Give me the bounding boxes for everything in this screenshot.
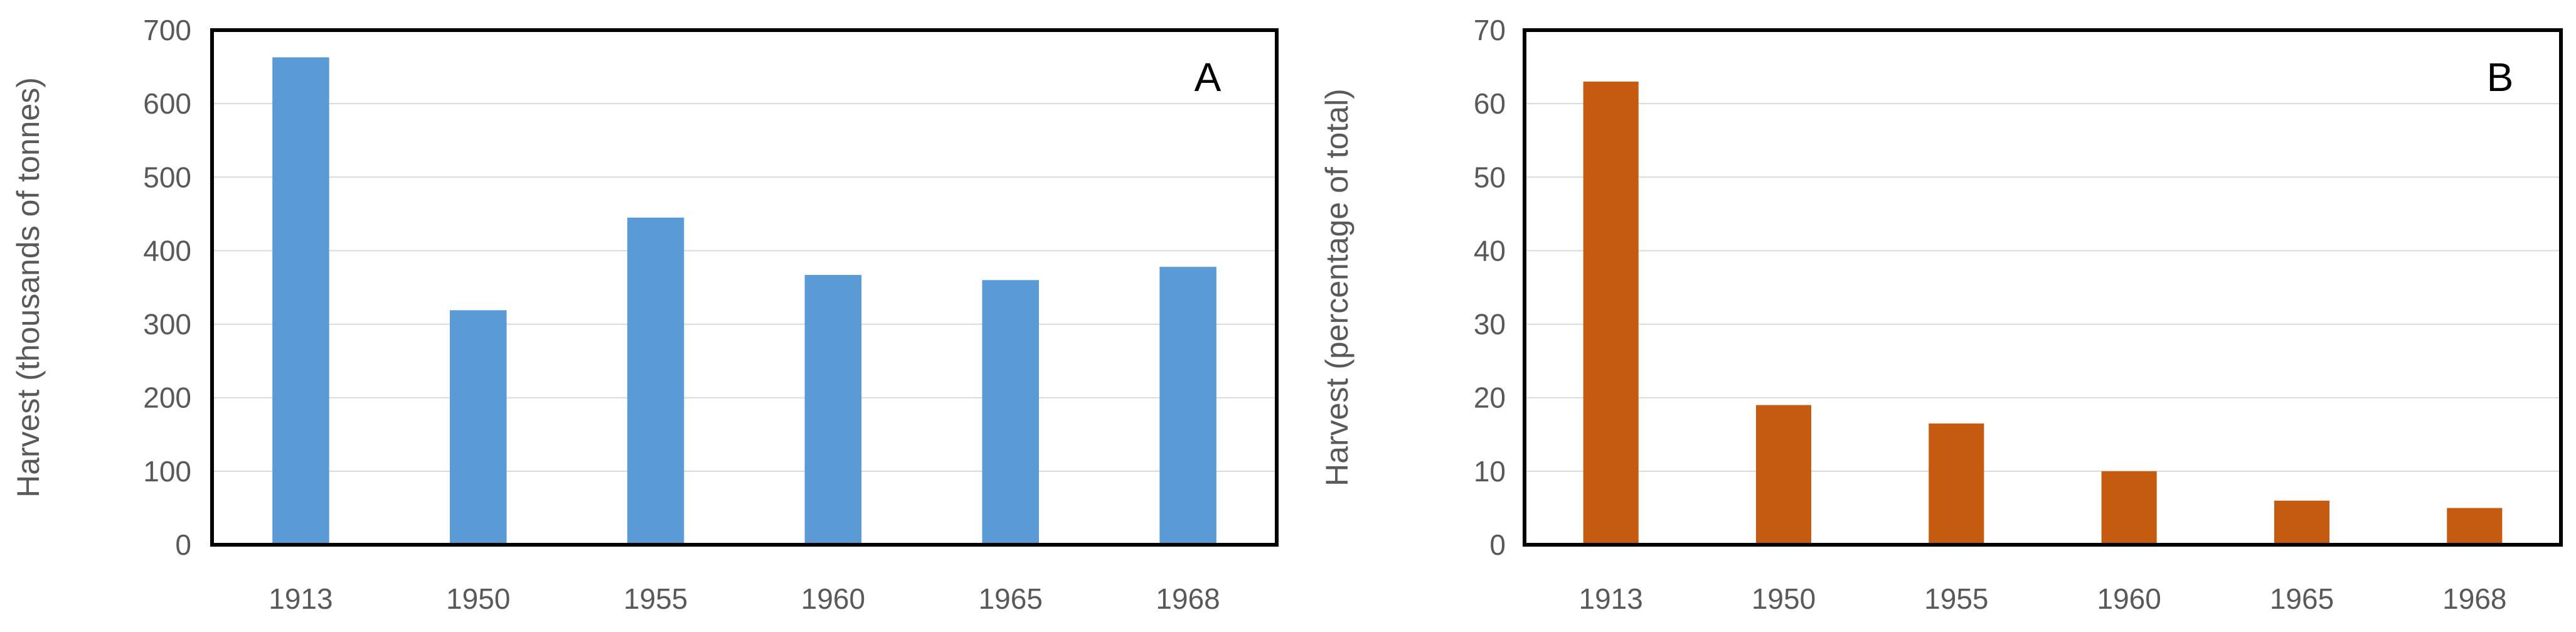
y-tick-label: 300 — [143, 308, 191, 341]
x-tick-label: 1913 — [1578, 582, 1642, 615]
bar-1960 — [804, 275, 862, 545]
bar-1950 — [1755, 405, 1812, 545]
x-tick-label: 1955 — [624, 582, 688, 615]
x-tick-label: 1968 — [2442, 582, 2506, 615]
panel-label: B — [2487, 55, 2514, 100]
y-tick-label: 700 — [143, 14, 191, 46]
plot-area-border — [210, 28, 1279, 547]
bar-1968 — [2447, 508, 2503, 545]
x-tick-label: 1955 — [1924, 582, 1988, 615]
bar-1965 — [982, 280, 1040, 545]
x-tick-label: 1950 — [446, 582, 510, 615]
y-tick-label: 0 — [1489, 528, 1506, 561]
y-tick-label: 100 — [143, 455, 191, 488]
y-tick-label: 0 — [175, 528, 191, 561]
y-tick-label: 50 — [1474, 161, 1506, 193]
x-tick-label: 1913 — [269, 582, 333, 615]
y-axis-label: Harvest (thousands of tonnes) — [11, 77, 46, 498]
plot-area-border — [1523, 28, 2563, 547]
bar-1965 — [2274, 500, 2330, 545]
y-tick-label: 20 — [1474, 382, 1506, 414]
bar-1960 — [2101, 471, 2157, 545]
x-tick-label: 1960 — [801, 582, 865, 615]
x-tick-label: 1960 — [2097, 582, 2161, 615]
y-tick-label: 200 — [143, 382, 191, 414]
x-tick-label: 1968 — [1156, 582, 1220, 615]
bar-1968 — [1159, 267, 1216, 545]
panel-label: A — [1195, 55, 1221, 100]
y-tick-label: 10 — [1474, 455, 1506, 488]
y-tick-label: 40 — [1474, 234, 1506, 267]
chart-a: 0 100 200 300 400 500 600 700 1913 1950 1955 1960 19… — [11, 14, 1279, 615]
y-tick-label: 60 — [1474, 87, 1506, 120]
chart-b: 0 10 20 30 40 50 60 70 1913 1950 1955 1960 1965 1968 B… — [1319, 14, 2563, 615]
y-tick-label: 70 — [1474, 14, 1506, 46]
bar-1913 — [1583, 82, 1639, 545]
x-tick-label: 1950 — [1752, 582, 1816, 615]
bar-1913 — [272, 57, 329, 545]
y-axis-label: Harvest (percentage of total) — [1319, 88, 1355, 486]
y-tick-label: 30 — [1474, 308, 1506, 341]
x-tick-label: 1965 — [2270, 582, 2334, 615]
bar-1955 — [1929, 423, 1984, 545]
y-tick-label: 600 — [143, 87, 191, 120]
y-tick-label: 500 — [143, 161, 191, 193]
bar-1955 — [627, 217, 684, 545]
x-tick-label: 1965 — [979, 582, 1043, 615]
bar-1950 — [449, 310, 507, 545]
y-tick-label: 400 — [143, 234, 191, 267]
